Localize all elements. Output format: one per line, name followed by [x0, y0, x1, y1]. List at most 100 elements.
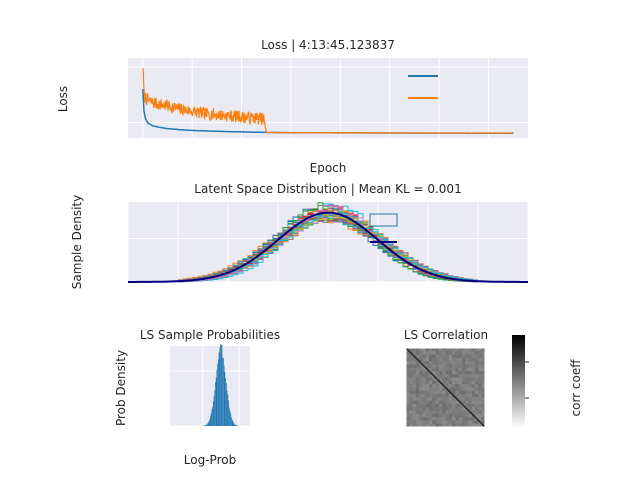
- correlation-cell: [445, 423, 449, 427]
- correlation-cell: [458, 380, 462, 385]
- log-prob-bar: [215, 377, 217, 426]
- correlation-cell: [478, 417, 482, 421]
- correlation-cell: [442, 387, 446, 391]
- log-prob-bar: [212, 407, 213, 426]
- correlation-cell: [429, 387, 433, 391]
- correlation-cell: [465, 387, 469, 391]
- correlation-cell: [422, 403, 426, 408]
- correlation-cell: [429, 364, 433, 368]
- correlation-cell: [422, 387, 426, 391]
- correlation-cell: [438, 361, 443, 365]
- correlation-cell: [468, 351, 472, 355]
- correlation-cell: [455, 377, 459, 381]
- correlation-cell: [475, 371, 479, 375]
- correlation-cell: [468, 371, 472, 375]
- log-prob-bar: [224, 371, 226, 426]
- correlation-cell: [435, 423, 439, 427]
- correlation-cell: [419, 403, 423, 408]
- correlation-cell: [442, 361, 446, 365]
- correlation-cell: [409, 417, 413, 421]
- correlation-cell: [471, 423, 476, 427]
- correlation-cell: [448, 384, 453, 388]
- correlation-cell: [442, 397, 446, 401]
- correlation-cell: [461, 367, 466, 372]
- correlation-cell: [412, 410, 416, 414]
- correlation-cell: [415, 348, 420, 352]
- correlation-cell: [445, 380, 449, 385]
- correlation-cell: [432, 394, 436, 398]
- correlation-cell: [422, 367, 426, 372]
- correlation-cell: [432, 354, 436, 358]
- correlation-cell: [471, 384, 476, 388]
- correlation-cell: [422, 380, 426, 385]
- correlation-cell: [415, 354, 420, 358]
- correlation-cell: [461, 400, 466, 404]
- correlation-cell: [415, 387, 420, 391]
- correlation-cell: [412, 348, 416, 352]
- correlation-cell: [406, 420, 410, 424]
- correlation-cell: [445, 357, 449, 362]
- correlation-cell: [465, 377, 469, 381]
- correlation-cell: [412, 390, 416, 395]
- correlation-cell: [415, 410, 420, 414]
- correlation-cell: [465, 397, 469, 401]
- correlation-cell: [445, 400, 449, 404]
- correlation-cell: [432, 403, 436, 408]
- correlation-cell: [409, 394, 413, 398]
- correlation-cell: [468, 364, 472, 368]
- correlation-cell: [481, 351, 485, 355]
- correlation-cell: [425, 380, 430, 385]
- correlation-cell: [455, 374, 459, 378]
- correlation-cell: [415, 390, 420, 395]
- correlation-cell: [445, 410, 449, 414]
- correlation-cell: [445, 371, 449, 375]
- correlation-cell: [471, 361, 476, 365]
- correlation-cell: [409, 384, 413, 388]
- correlation-cell: [419, 397, 423, 401]
- latent-legend-swatch-samples: [369, 213, 398, 227]
- correlation-cell: [422, 361, 426, 365]
- correlation-cell: [406, 423, 410, 427]
- correlation-cell: [406, 410, 410, 414]
- correlation-cell: [465, 384, 469, 388]
- correlation-cell: [419, 417, 423, 421]
- correlation-cell: [409, 413, 413, 418]
- correlation-cell: [415, 374, 420, 378]
- correlation-cell: [429, 420, 433, 424]
- correlation-cell: [452, 407, 456, 411]
- correlation-cell: [435, 348, 439, 352]
- correlation-cell: [409, 374, 413, 378]
- log-prob-bar: [236, 425, 238, 426]
- correlation-cell: [481, 367, 485, 372]
- correlation-cell: [438, 394, 443, 398]
- correlation-cell: [458, 413, 462, 418]
- correlation-cell: [475, 377, 479, 381]
- correlation-cell: [458, 397, 462, 401]
- correlation-cell: [406, 403, 410, 408]
- correlation-cell: [481, 384, 485, 388]
- correlation-cell: [438, 367, 443, 372]
- correlation-cell: [458, 390, 462, 395]
- correlation-cell: [415, 351, 420, 355]
- correlation-cell: [432, 361, 436, 365]
- correlation-cell: [461, 380, 466, 385]
- correlation-cell: [468, 403, 472, 408]
- correlation-cell: [478, 348, 482, 352]
- correlation-cell: [461, 394, 466, 398]
- correlation-cell: [415, 377, 420, 381]
- correlation-cell: [406, 384, 410, 388]
- correlation-cell: [445, 390, 449, 395]
- correlation-cell: [478, 400, 482, 404]
- correlation-cell: [465, 420, 469, 424]
- correlation-cell: [478, 377, 482, 381]
- correlation-cell: [442, 374, 446, 378]
- correlation-cell: [425, 417, 430, 421]
- correlation-cell: [435, 351, 439, 355]
- correlation-cell: [429, 417, 433, 421]
- correlation-cell: [429, 400, 433, 404]
- correlation-cell: [442, 348, 446, 352]
- correlation-cell: [442, 403, 446, 408]
- correlation-cell: [442, 410, 446, 414]
- correlation-cell: [412, 400, 416, 404]
- correlation-cell: [432, 387, 436, 391]
